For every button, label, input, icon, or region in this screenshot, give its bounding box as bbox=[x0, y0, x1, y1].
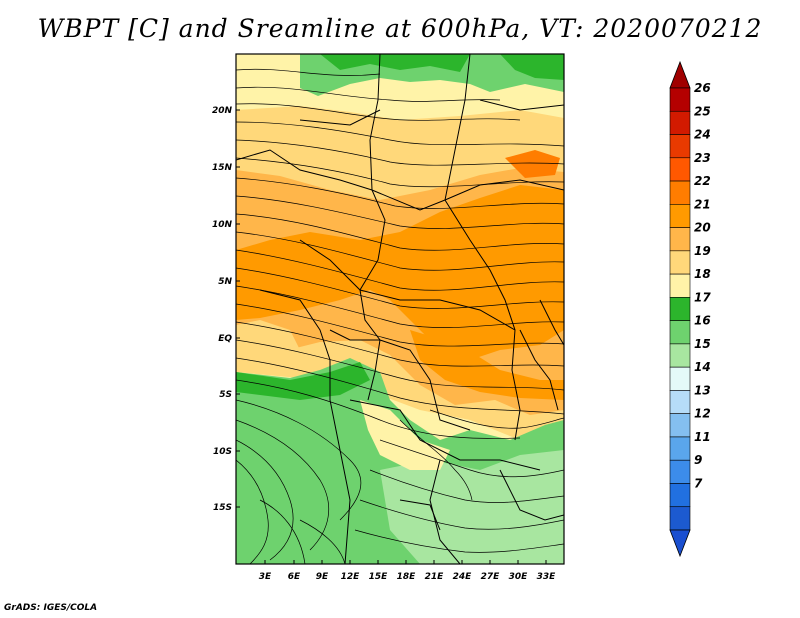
colorbar-label: 12 bbox=[694, 407, 711, 421]
lat-tick-10s: 10S bbox=[213, 447, 232, 457]
colorbar-label: 21 bbox=[694, 197, 711, 211]
orange-deep-band bbox=[236, 185, 564, 360]
colorbar-label: 22 bbox=[694, 174, 711, 188]
colorbar-segment bbox=[669, 180, 691, 205]
map-title: WBPT [C] and Sreamline at 600hPa, VT: 20… bbox=[37, 14, 763, 43]
lon-tick-18e: 18E bbox=[397, 572, 417, 582]
colorbar-label: 24 bbox=[694, 128, 711, 142]
colorbar: 26 25 24 23 22 21 20 19 18 17 16 15 14 13 12 11 9 7 bbox=[669, 60, 711, 558]
orange-hot-spot bbox=[505, 150, 560, 178]
lat-tick-eq: EQ bbox=[218, 334, 232, 344]
lon-tick-3e: 3E bbox=[259, 572, 272, 582]
colorbar-segment bbox=[669, 343, 691, 368]
lat-tick-20n: 20N bbox=[212, 106, 233, 116]
lat-tick-15n: 15N bbox=[212, 163, 233, 173]
colorbar-segment bbox=[669, 390, 691, 414]
lon-tick-21e: 21E bbox=[425, 572, 445, 582]
lon-tick-12e: 12E bbox=[341, 572, 361, 582]
lon-tick-24e: 24E bbox=[453, 572, 473, 582]
lat-tick-5n: 5N bbox=[218, 277, 232, 287]
colorbar-segment bbox=[669, 366, 691, 391]
colorbar-segment bbox=[669, 110, 691, 135]
lon-tick-9e: 9E bbox=[316, 572, 329, 582]
colorbar-segment bbox=[669, 134, 691, 159]
streamlines bbox=[236, 68, 564, 564]
orange-deep-patch-south bbox=[410, 330, 564, 400]
lon-tick-33e: 33E bbox=[537, 572, 557, 582]
colorbar-labels: 26 25 24 23 22 21 20 19 18 17 16 15 14 13 12 11 9 7 bbox=[694, 81, 711, 490]
map-panel bbox=[236, 54, 564, 564]
colorbar-segment bbox=[669, 157, 691, 182]
lon-tick-30e: 30E bbox=[509, 572, 529, 582]
colorbar-segment bbox=[669, 436, 691, 461]
colorbar-segment bbox=[669, 413, 691, 438]
lat-tick-10n: 10N bbox=[212, 220, 233, 230]
colorbar-label: 7 bbox=[694, 476, 703, 490]
lon-tick-27e: 27E bbox=[481, 572, 501, 582]
colorbar-label: 17 bbox=[694, 290, 711, 304]
colorbar-label: 20 bbox=[694, 221, 711, 235]
colorbar-label: 16 bbox=[694, 314, 711, 328]
green-northeast-patch bbox=[500, 54, 564, 80]
colorbar-label: 18 bbox=[694, 267, 711, 281]
green-south-dark bbox=[236, 362, 370, 400]
lat-ticks: 20N 15N 10N 5N EQ 5S 10S 15S bbox=[212, 106, 240, 513]
lat-tick-15s: 15S bbox=[213, 503, 232, 513]
colorbar-segment bbox=[669, 297, 691, 321]
colorbar-segment bbox=[669, 459, 691, 484]
colorbar-segment bbox=[669, 250, 691, 275]
colorbar-label: 11 bbox=[694, 430, 711, 444]
lon-tick-15e: 15E bbox=[369, 572, 389, 582]
colorbar-segment bbox=[669, 320, 691, 345]
colorbar-label: 13 bbox=[694, 383, 711, 397]
map-frame bbox=[235, 53, 565, 565]
green-south-light bbox=[380, 450, 564, 564]
lon-ticks: 3E 6E 9E 12E 15E 18E 21E 24E 27E 30E 33E bbox=[259, 560, 556, 582]
lon-tick-6e: 6E bbox=[288, 572, 301, 582]
yellow-south-tongue bbox=[360, 400, 450, 470]
colorbar-segment bbox=[669, 273, 691, 298]
colorbar-segment bbox=[669, 506, 691, 531]
colorbar-segment bbox=[669, 483, 691, 508]
colorbar-label: 19 bbox=[694, 244, 711, 258]
colorbar-label: 26 bbox=[694, 81, 711, 95]
colorbar-segment bbox=[669, 227, 691, 252]
colorbar-label: 15 bbox=[694, 337, 711, 351]
lat-tick-5s: 5S bbox=[219, 390, 232, 400]
colorbar-arrow-top bbox=[669, 60, 691, 89]
colorbar-segment bbox=[669, 204, 691, 228]
grads-credit: GrADS: IGES/COLA bbox=[4, 603, 98, 613]
colorbar-label: 9 bbox=[694, 453, 702, 467]
green-north-patch bbox=[320, 54, 470, 72]
colorbar-segments bbox=[669, 87, 691, 531]
boundaries bbox=[236, 54, 564, 564]
colorbar-label: 23 bbox=[694, 151, 711, 165]
colorbar-segment bbox=[669, 87, 691, 112]
colorbar-arrow-bottom bbox=[669, 529, 691, 558]
colorbar-label: 14 bbox=[694, 360, 711, 374]
colorbar-label: 25 bbox=[694, 104, 711, 118]
